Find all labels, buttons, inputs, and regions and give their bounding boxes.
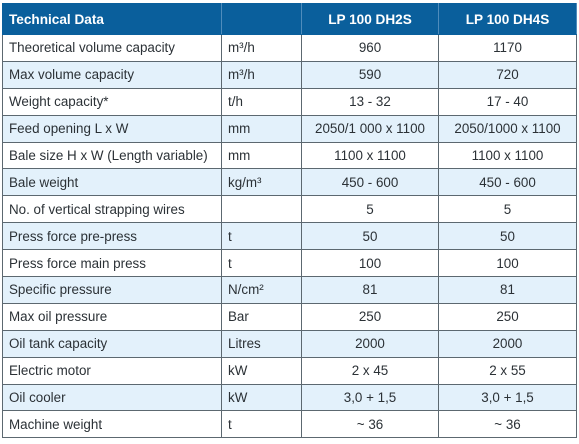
row-parameter: Oil tank capacity (2, 329, 222, 358)
table-row: Press force pre-press t 50 50 (2, 222, 577, 251)
row-parameter: Press force main press (2, 249, 222, 278)
row-value-dh4s: 17 - 40 (438, 87, 577, 116)
table-row: Machine weight t ~ 36 ~ 36 (2, 410, 577, 439)
header-technical-data: Technical Data (2, 3, 222, 35)
row-parameter: No. of vertical strapping wires (2, 195, 222, 224)
row-unit: mm (221, 141, 302, 170)
table-row: Theoretical volume capacity m³/h 960 117… (2, 34, 577, 62)
table-row: Oil cooler kW 3,0 + 1,5 3,0 + 1,5 (2, 383, 577, 412)
row-unit (221, 195, 302, 224)
table-row: Max oil pressure Bar 250 250 (2, 302, 577, 331)
row-value-dh4s: ~ 36 (438, 410, 577, 439)
row-parameter: Bale size H x W (Length variable) (2, 141, 222, 170)
row-unit: Litres (221, 329, 302, 358)
table-row: Press force main press t 100 100 (2, 249, 577, 278)
table-row: Feed opening L x W mm 2050/1 000 x 1100 … (2, 114, 577, 143)
row-unit: t/h (221, 87, 302, 116)
row-parameter: Oil cooler (2, 383, 222, 412)
row-parameter: Max oil pressure (2, 302, 222, 331)
row-value-dh2s: 590 (301, 60, 439, 89)
table-row: Weight capacity* t/h 13 - 32 17 - 40 (2, 87, 577, 116)
table-header-row: Technical Data LP 100 DH2S LP 100 DH4S (2, 3, 577, 35)
row-parameter: Weight capacity* (2, 87, 222, 116)
row-value-dh4s: 250 (438, 302, 577, 331)
row-value-dh4s: 3,0 + 1,5 (438, 383, 577, 412)
table-row: No. of vertical strapping wires 5 5 (2, 195, 577, 224)
row-value-dh2s: 2000 (301, 329, 439, 358)
row-value-dh2s: 81 (301, 276, 439, 304)
row-value-dh4s: 81 (438, 276, 577, 304)
row-value-dh2s: 1100 x 1100 (301, 141, 439, 170)
row-parameter: Max volume capacity (2, 60, 222, 89)
row-unit: kg/m³ (221, 168, 302, 197)
row-value-dh2s: 2 x 45 (301, 356, 439, 385)
row-parameter: Specific pressure (2, 276, 222, 304)
header-unit (221, 3, 302, 35)
row-value-dh2s: 5 (301, 195, 439, 224)
row-value-dh4s: 2 x 55 (438, 356, 577, 385)
row-value-dh4s: 2000 (438, 329, 577, 358)
row-value-dh4s: 100 (438, 249, 577, 278)
header-model-dh2s: LP 100 DH2S (301, 3, 439, 35)
row-value-dh2s: 250 (301, 302, 439, 331)
table-row: Max volume capacity m³/h 590 720 (2, 60, 577, 89)
row-unit: mm (221, 114, 302, 143)
row-unit: m³/h (221, 60, 302, 89)
row-unit: kW (221, 356, 302, 385)
header-model-dh4s: LP 100 DH4S (438, 3, 577, 35)
row-parameter: Bale weight (2, 168, 222, 197)
row-value-dh4s: 1170 (438, 34, 577, 62)
table-row: Bale weight kg/m³ 450 - 600 450 - 600 (2, 168, 577, 197)
technical-data-table: Technical Data LP 100 DH2S LP 100 DH4S T… (2, 3, 577, 439)
row-value-dh4s: 50 (438, 222, 577, 251)
row-parameter: Machine weight (2, 410, 222, 439)
table-row: Electric motor kW 2 x 45 2 x 55 (2, 356, 577, 385)
row-unit: t (221, 410, 302, 439)
row-parameter: Theoretical volume capacity (2, 34, 222, 62)
row-parameter: Press force pre-press (2, 222, 222, 251)
row-value-dh2s: 2050/1 000 x 1100 (301, 114, 439, 143)
row-value-dh2s: 3,0 + 1,5 (301, 383, 439, 412)
row-unit: kW (221, 383, 302, 412)
row-unit: Bar (221, 302, 302, 331)
row-value-dh4s: 450 - 600 (438, 168, 577, 197)
row-unit: t (221, 222, 302, 251)
row-value-dh2s: 960 (301, 34, 439, 62)
row-unit: N/cm² (221, 276, 302, 304)
row-value-dh2s: 13 - 32 (301, 87, 439, 116)
row-value-dh4s: 1100 x 1100 (438, 141, 577, 170)
row-unit: t (221, 249, 302, 278)
row-value-dh2s: 50 (301, 222, 439, 251)
row-parameter: Feed opening L x W (2, 114, 222, 143)
row-value-dh2s: ~ 36 (301, 410, 439, 439)
table-row: Specific pressure N/cm² 81 81 (2, 276, 577, 304)
row-value-dh4s: 720 (438, 60, 577, 89)
row-value-dh4s: 2050/1000 x 1100 (438, 114, 577, 143)
row-value-dh2s: 450 - 600 (301, 168, 439, 197)
row-value-dh2s: 100 (301, 249, 439, 278)
row-parameter: Electric motor (2, 356, 222, 385)
table-row: Bale size H x W (Length variable) mm 110… (2, 141, 577, 170)
row-value-dh4s: 5 (438, 195, 577, 224)
row-unit: m³/h (221, 34, 302, 62)
table-row: Oil tank capacity Litres 2000 2000 (2, 329, 577, 358)
